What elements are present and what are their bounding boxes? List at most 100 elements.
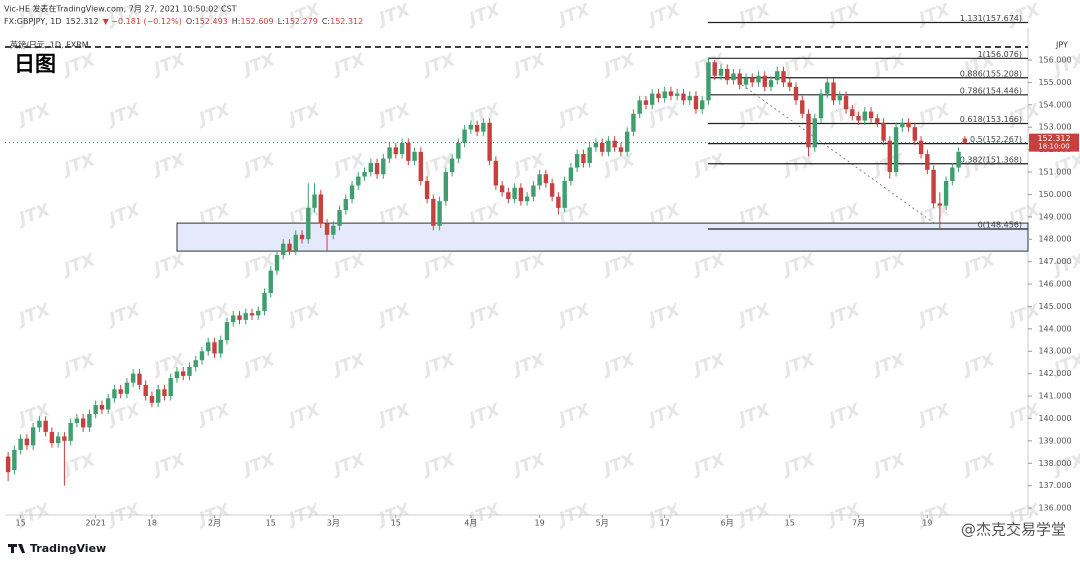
y-tick-label: 143.000: [1038, 347, 1071, 356]
x-tick-label: 5月: [596, 519, 609, 528]
candle-body: [368, 163, 374, 173]
y-tick-label: 147.000: [1038, 257, 1071, 266]
candle-body: [831, 82, 836, 101]
candle-body: [787, 82, 792, 87]
candle-body: [512, 187, 517, 199]
candle-body: [718, 68, 724, 76]
x-tick-label: 3月: [327, 519, 340, 528]
candle-body: [825, 82, 830, 94]
pair-label: 英镑/日元, 1D, FXRM: [10, 40, 89, 50]
symbol: FX:GBPJPY, 1D: [4, 17, 62, 26]
candle-body: [105, 398, 111, 410]
y-tick-label: 138.000: [1038, 459, 1071, 468]
candle-body: [731, 73, 736, 81]
candle-body: [137, 373, 142, 385]
candle-body: [756, 75, 761, 83]
candle-body: [374, 163, 380, 175]
y-tick-label: 146.000: [1038, 280, 1071, 289]
symbol-line: FX:GBPJPY, 1D 152.312 ▼ −0.181 (−0.12%) O:1…: [4, 17, 363, 26]
candle-body: [524, 196, 530, 202]
candle-body: [124, 382, 130, 394]
candle-body: [887, 140, 893, 173]
signature: @杰克交易学堂: [961, 521, 1066, 539]
y-tick-label: 156.000: [1038, 56, 1071, 65]
candle-body: [800, 100, 805, 114]
candle-body: [962, 138, 968, 143]
brand-logo: [8, 544, 25, 553]
candle-body: [399, 142, 405, 155]
candle-body: [468, 124, 474, 130]
candle-body: [493, 160, 499, 186]
y-tick-label: 151.000: [1038, 168, 1071, 177]
candle-body: [318, 194, 323, 224]
candle-body: [812, 118, 817, 148]
candle-body: [343, 198, 348, 211]
y-tick-label: 155.000: [1038, 78, 1071, 87]
candle-body: [481, 122, 486, 132]
ohlc-value: 152.609: [241, 17, 274, 26]
ohlc-prefix: L:: [278, 17, 285, 26]
x-tick-label: 15: [16, 519, 26, 528]
candle-body: [712, 62, 717, 76]
candle-body: [649, 93, 655, 105]
candle-body: [143, 384, 148, 397]
candle-body: [956, 151, 961, 168]
fib-label: 0.618(153.166): [960, 115, 1022, 124]
candle-body: [900, 122, 905, 128]
candle-body: [737, 73, 742, 85]
x-tick-label: 2021: [85, 519, 105, 528]
candle-body: [606, 140, 611, 152]
candle-body: [212, 342, 217, 354]
x-tick-label: 17: [660, 519, 670, 528]
candle-body: [612, 140, 617, 148]
candle-body: [312, 194, 317, 208]
candle-body: [187, 366, 192, 376]
candle-body: [637, 100, 642, 114]
candle-body: [643, 100, 649, 105]
candle-body: [5, 456, 11, 473]
candle-body: [168, 378, 173, 397]
candle-body: [12, 449, 17, 470]
candle-body: [274, 254, 280, 271]
candle-body: [193, 360, 198, 367]
candle-body: [681, 93, 686, 101]
candle-body: [793, 86, 799, 101]
y-tick-label: 137.000: [1038, 481, 1071, 490]
candle-body: [875, 118, 880, 123]
candle-body: [818, 93, 824, 119]
ohlc-prefix: C:: [322, 17, 330, 26]
candle-body: [256, 310, 261, 316]
y-tick-label: 136.000: [1038, 504, 1071, 513]
candle-body: [393, 147, 399, 155]
candle-body: [362, 172, 367, 177]
candle-body: [299, 234, 305, 240]
candle-body: [499, 185, 505, 193]
candle-body: [55, 436, 61, 444]
candle-body: [337, 210, 342, 226]
ohlc-prefix: O:: [186, 17, 195, 26]
candle-body: [906, 122, 911, 128]
fib-label: 0.5(152.267): [970, 135, 1022, 144]
candle-body: [112, 389, 117, 399]
candle-body: [693, 95, 699, 110]
candle-body: [99, 405, 105, 410]
x-tick-label: 18: [147, 519, 157, 528]
candle-body: [349, 185, 355, 199]
candle-body: [80, 418, 86, 428]
candle-body: [950, 167, 955, 181]
y-tick-label: 139.000: [1038, 436, 1071, 445]
y-tick-label: 140.000: [1038, 414, 1071, 423]
candle-body: [449, 158, 455, 173]
x-tick-label: 6月: [721, 519, 734, 528]
candle-body: [93, 405, 98, 414]
candle-body: [912, 127, 918, 141]
candle-body: [925, 154, 930, 170]
candle-body: [224, 322, 230, 341]
y-tick-label: 141.000: [1038, 392, 1071, 401]
x-tick-label: 4月: [464, 519, 477, 528]
candle-body: [281, 243, 286, 255]
candle-body: [199, 351, 205, 361]
candle-body: [743, 77, 749, 85]
candle-body: [624, 131, 630, 152]
